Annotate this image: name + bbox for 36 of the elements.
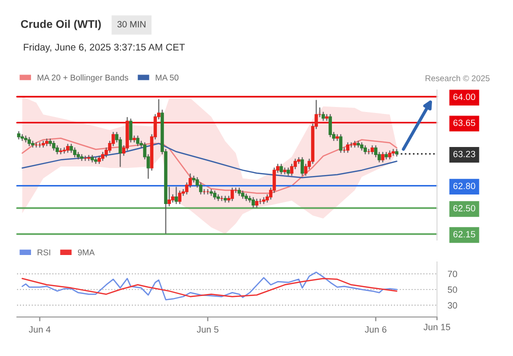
text: 30 MIN [117,21,146,28]
y-tick-label: 64.00 [453,94,476,100]
candlestick [328,114,332,138]
candlestick [252,197,255,208]
candlestick [129,118,132,142]
candlestick [230,188,234,202]
y-tick-label: 62.80 [453,182,476,190]
y-tick-label: 63.23 [453,150,476,158]
candlestick [381,152,384,163]
y-tick-label: 30 [448,302,458,309]
candlestick [346,142,350,153]
y-tick-label: 62.15 [453,231,476,238]
candlestick [168,186,171,206]
candlestick [136,136,140,146]
legend-label: MA 20 + Bollinger Bands [38,74,128,82]
x-tick-label: Jun 6 [364,326,386,333]
candlestick [178,190,182,204]
y-tick-label: 62.50 [453,205,476,212]
candlestick [174,186,178,204]
candlestick [300,157,304,176]
legend-label: 9MA [78,249,95,256]
x-tick-label: Jun 4 [28,326,51,333]
text: Jun 15 [424,324,450,330]
y-tick-label: 50 [448,286,458,293]
y-tick-label: 63.65 [453,120,476,126]
line-series [22,278,398,298]
candlestick [280,164,283,174]
text: Research © 2025 [426,75,490,82]
x-tick-label: Jun 5 [196,326,218,333]
legend-label: RSI [38,249,50,256]
legend-label: MA 50 [156,74,178,81]
line-series [22,272,398,300]
y-tick-label: 70 [448,270,458,278]
chart-title: Crude Oil (WTI) [20,20,101,30]
candlestick [339,134,342,153]
chart-subtitle: Friday, June 6, 2025 3:37:15 AM CET [24,43,185,53]
